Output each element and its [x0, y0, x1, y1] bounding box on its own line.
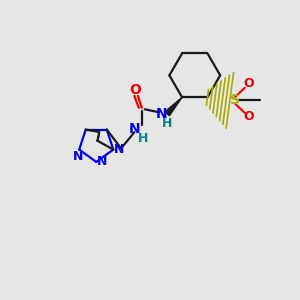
Text: N: N [96, 155, 107, 168]
Text: O: O [243, 110, 254, 123]
Text: N: N [113, 143, 124, 156]
Text: N: N [73, 150, 83, 163]
Text: N: N [156, 107, 168, 121]
Polygon shape [165, 97, 182, 116]
Text: O: O [129, 83, 141, 97]
Text: H: H [162, 117, 172, 130]
Text: O: O [243, 77, 254, 90]
Text: S: S [230, 93, 240, 107]
Text: N: N [128, 122, 140, 136]
Text: H: H [137, 132, 148, 145]
